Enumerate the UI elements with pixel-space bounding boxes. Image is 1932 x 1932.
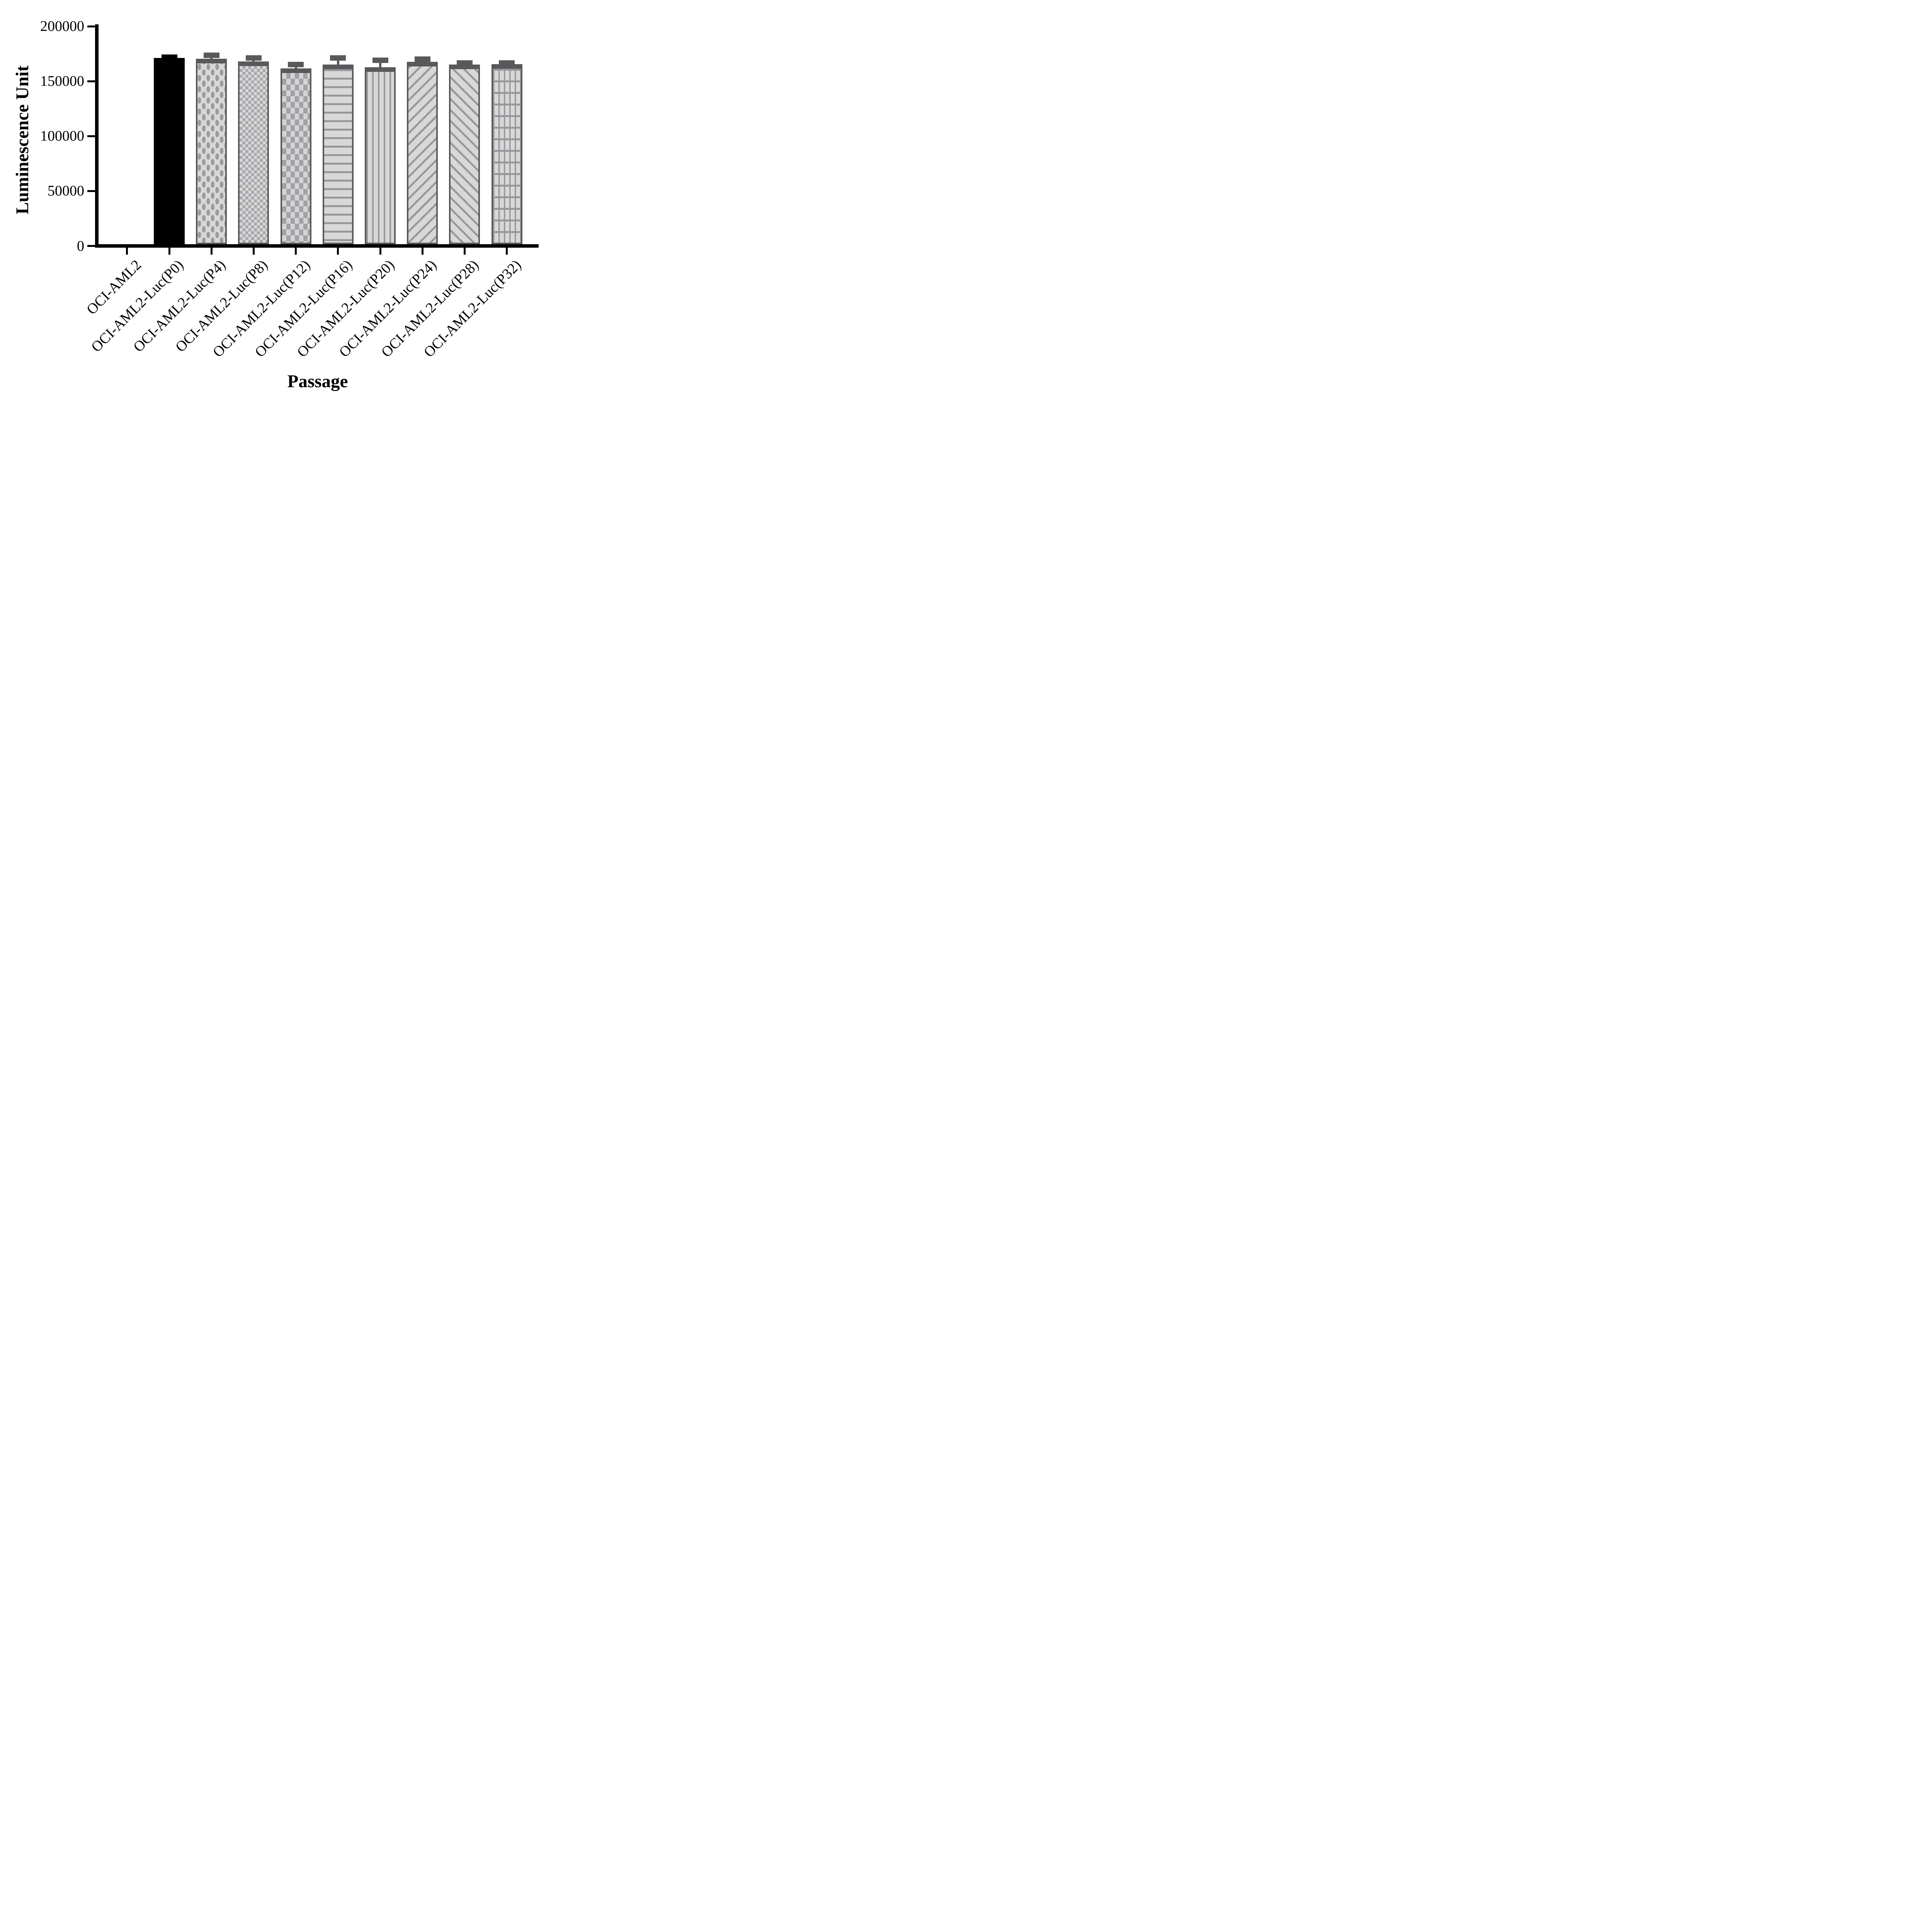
x-tick: [421, 248, 423, 255]
bar-diagonal-up: [407, 62, 438, 244]
x-tick: [295, 248, 297, 255]
y-tick-label: 50000: [48, 183, 84, 199]
error-bar-stem: [294, 65, 297, 71]
x-tick: [506, 248, 508, 255]
y-tick: [87, 135, 95, 137]
error-bar-cap: [456, 60, 473, 66]
error-bar-cap: [203, 53, 219, 58]
error-bar-cap: [288, 62, 304, 68]
y-tick-label: 0: [77, 238, 84, 254]
bar-solid-black: [154, 58, 185, 244]
error-bar-cap: [245, 55, 262, 61]
error-bar-stem: [379, 60, 381, 70]
y-tick: [87, 190, 95, 192]
bar-chart: Luminescence Unit 0 50000 100000 150000 2000…: [0, 0, 569, 404]
y-tick-label: 200000: [40, 18, 84, 34]
x-axis-line: [95, 244, 539, 248]
y-tick-label: 150000: [40, 73, 84, 90]
y-tick: [87, 25, 95, 27]
x-tick: [337, 248, 339, 255]
bar-grid: [491, 64, 522, 244]
error-bar-cap: [330, 55, 346, 61]
bar-dots: [196, 58, 227, 244]
x-tick: [379, 248, 381, 255]
error-bar-cap: [372, 57, 388, 63]
y-tick-label: 100000: [40, 128, 84, 145]
bar-horizontal-lines: [322, 65, 354, 244]
bar-checker-fine: [238, 61, 269, 244]
bar-vertical-lines: [365, 67, 396, 244]
x-tick: [210, 248, 213, 255]
x-tick: [463, 248, 466, 255]
y-tick: [87, 80, 95, 82]
error-bar-cap: [414, 56, 430, 62]
y-axis-line: [95, 24, 99, 248]
x-tick: [252, 248, 255, 255]
bar-checker-coarse: [280, 68, 311, 244]
error-bar-stem: [252, 58, 255, 64]
error-bar-stem: [337, 58, 339, 67]
bar-diagonal-down: [449, 65, 480, 244]
error-bar-stem: [210, 55, 213, 61]
x-tick: [126, 248, 128, 255]
x-axis-title: Passage: [287, 371, 348, 391]
y-tick: [87, 245, 95, 247]
x-tick: [168, 248, 170, 255]
